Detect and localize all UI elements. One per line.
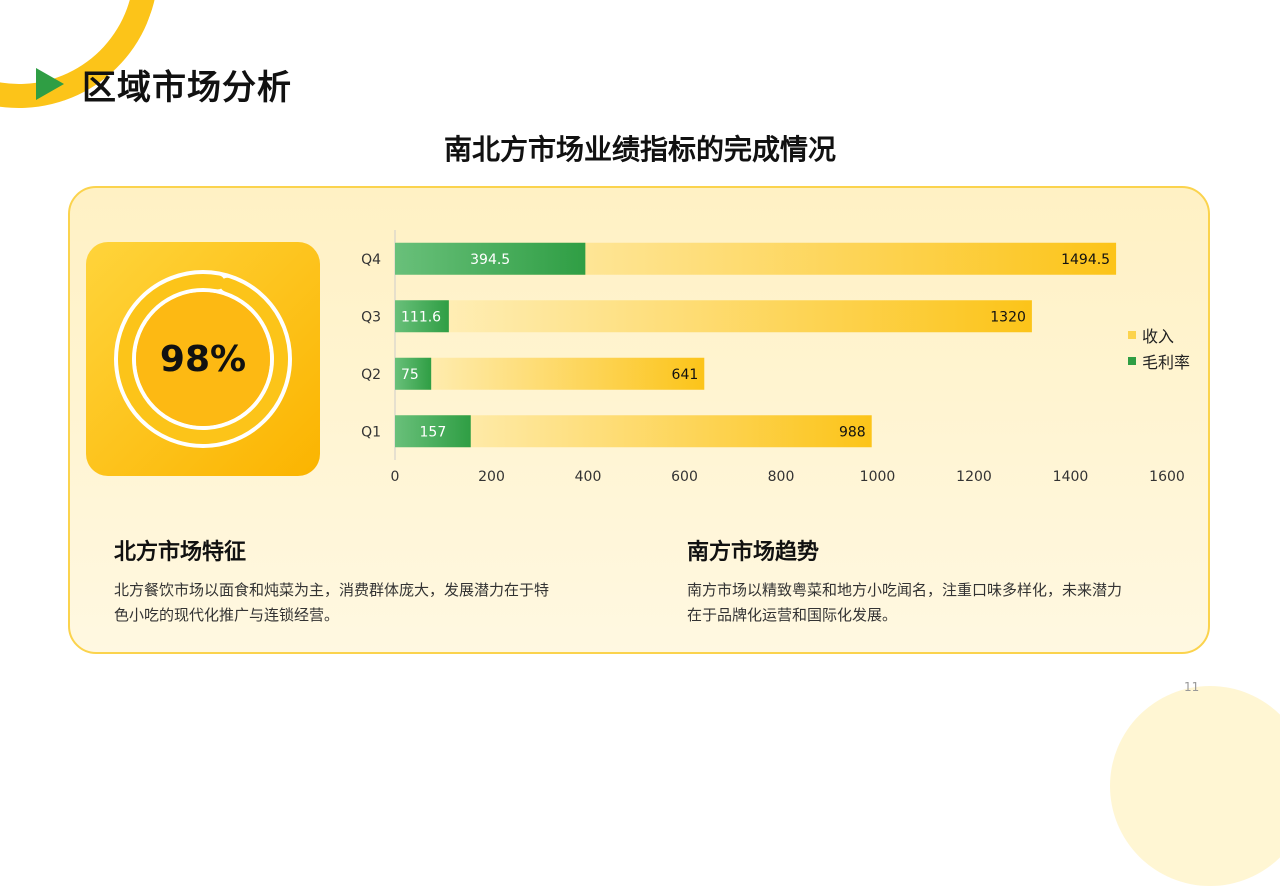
data-label-income: 1320: [990, 309, 1026, 325]
bar-chart: 988 157 Q1 641 75 Q2 1320 111.6 Q3 1494.5 394.5 Q4 0…: [361, 230, 1185, 485]
kpi-donut: [114, 270, 292, 448]
south-title: 南方市场趋势: [687, 540, 820, 565]
legend-swatch-income: [1128, 331, 1136, 339]
north-title: 北方市场特征: [114, 540, 247, 565]
x-tick-label: 400: [575, 469, 602, 485]
bar-margin: [395, 357, 432, 390]
data-label-income: 988: [839, 424, 866, 440]
data-label-income: 641: [672, 367, 699, 383]
data-label-margin: 394.5: [470, 252, 510, 268]
legend-label-margin: 毛利率: [1142, 353, 1191, 372]
north-description: 北方餐饮市场以面食和炖菜为主，消费群体庞大，发展潜力在于特 色小吃的现代化推广与…: [114, 578, 549, 628]
decorative-circle: [1110, 686, 1280, 886]
kpi-value: 98%: [159, 338, 247, 380]
bar-income: [395, 415, 872, 448]
x-tick-label: 200: [478, 469, 505, 485]
page-number: 11: [1184, 680, 1200, 694]
south-description: 南方市场以精致粤菜和地方小吃闻名，注重口味多样化，未来潜力 在于品牌化运营和国际…: [687, 578, 1122, 628]
x-tick-label: 800: [768, 469, 795, 485]
kpi-card: 98%: [86, 242, 320, 476]
legend-item-income: 收入: [1128, 322, 1190, 348]
legend-label-income: 收入: [1142, 327, 1175, 346]
bar-income: [395, 357, 705, 390]
x-tick-label: 1200: [956, 469, 992, 485]
legend-item-margin: 毛利率: [1128, 348, 1190, 374]
data-label-margin: 157: [420, 424, 447, 440]
bar-margin: [395, 242, 586, 275]
category-label: Q2: [361, 367, 381, 383]
legend-swatch-margin: [1128, 357, 1136, 365]
category-label: Q1: [361, 424, 381, 440]
bar-income: [395, 300, 1032, 333]
category-label: Q3: [361, 309, 381, 325]
x-tick-label: 1000: [860, 469, 896, 485]
chart-legend: 收入 毛利率: [1128, 322, 1190, 374]
data-label-margin: 111.6: [401, 309, 441, 325]
kpi-donut-arc: [118, 274, 288, 444]
data-label-margin: 75: [401, 367, 419, 383]
north-line: 色小吃的现代化推广与连锁经营。: [114, 606, 340, 624]
title-bar: 区域市场分析: [36, 60, 292, 108]
bar-margin: [395, 415, 471, 448]
kpi-donut-center: [136, 292, 270, 426]
north-line: 北方餐饮市场以面食和炖菜为主，消费群体庞大，发展潜力在于特: [114, 581, 550, 599]
south-line: 在于品牌化运营和国际化发展。: [687, 606, 898, 624]
south-line: 南方市场以精致粤菜和地方小吃闻名，注重口味多样化，未来潜力: [687, 581, 1123, 599]
x-tick-label: 1400: [1053, 469, 1089, 485]
bar-margin: [395, 300, 449, 333]
x-tick-label: 600: [671, 469, 698, 485]
category-label: Q4: [361, 252, 381, 268]
x-tick-label: 0: [391, 469, 400, 485]
play-icon: [36, 68, 64, 100]
page-title: 区域市场分析: [82, 67, 292, 108]
x-tick-label: 1600: [1149, 469, 1185, 485]
data-label-income: 1494.5: [1061, 252, 1110, 268]
chart-subtitle: 南北方市场业绩指标的完成情况: [443, 133, 836, 166]
